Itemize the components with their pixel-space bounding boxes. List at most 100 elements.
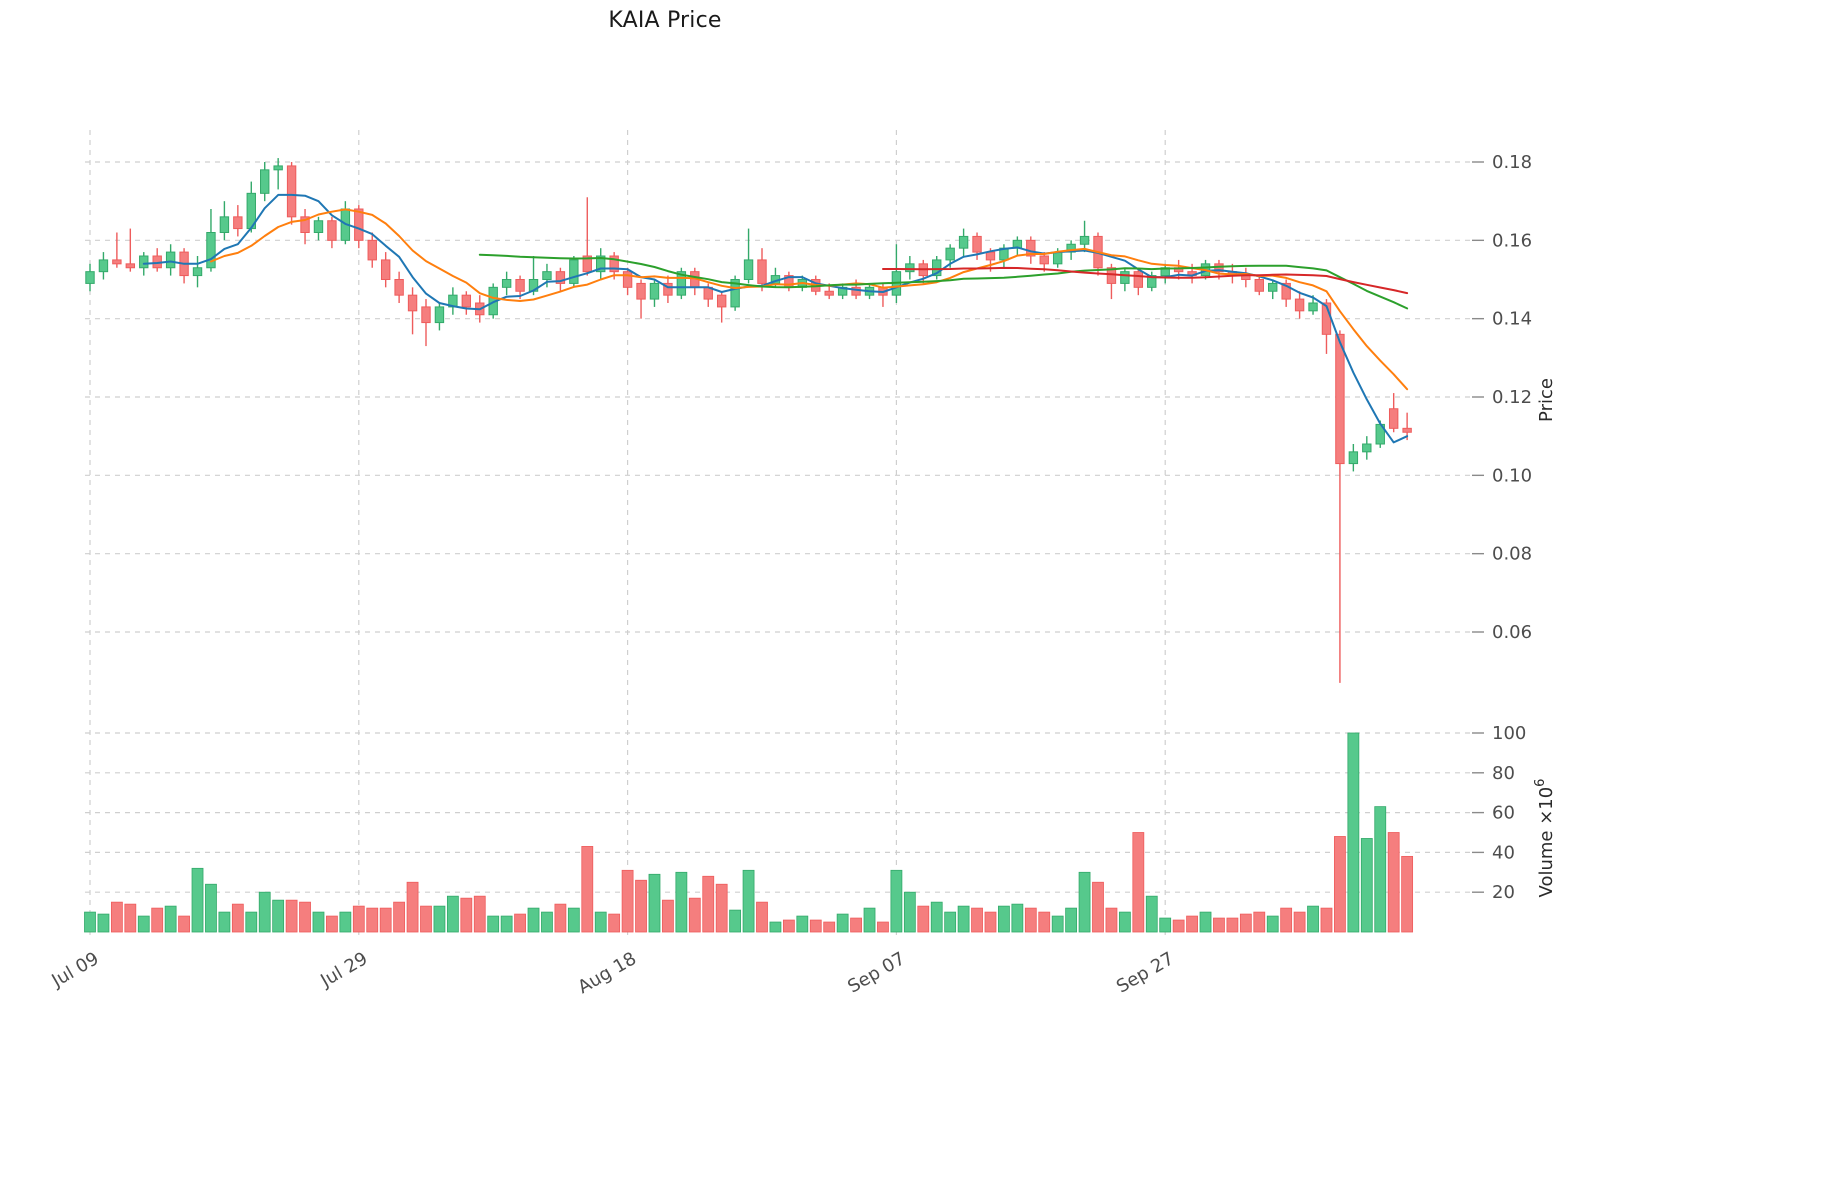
volume-axis-title: Volume ×106 xyxy=(1533,779,1557,898)
candle-body xyxy=(958,235,969,249)
volume-bar xyxy=(782,919,795,933)
volume-bar xyxy=(850,917,862,933)
price-tick-label: 0.06 xyxy=(1492,622,1532,643)
candle-body xyxy=(233,216,243,230)
candle-body xyxy=(1079,235,1090,245)
volume-bar xyxy=(688,897,701,933)
volume-bar xyxy=(84,911,96,933)
volume-bar xyxy=(823,921,836,933)
candle-body xyxy=(1052,251,1063,265)
volume-bar xyxy=(1186,915,1198,933)
volume-bar xyxy=(339,911,352,933)
volume-bar xyxy=(1011,903,1024,933)
candle-body xyxy=(354,208,364,241)
volume-bar xyxy=(944,911,957,933)
candle-body xyxy=(1388,408,1399,429)
volume-bar xyxy=(205,883,217,933)
volume-tick-label: 40 xyxy=(1492,842,1515,863)
volume-bar xyxy=(406,881,419,933)
volume-bar xyxy=(1387,832,1400,933)
volume-bar xyxy=(500,915,513,933)
volume-bar xyxy=(379,907,392,933)
candle-body xyxy=(367,239,377,261)
volume-bar xyxy=(460,897,473,933)
volume-bar xyxy=(312,911,325,933)
candle-body xyxy=(945,247,955,261)
volume-bar xyxy=(742,869,755,933)
candle-body xyxy=(125,263,136,269)
date-tick-label: Sep 27 xyxy=(1113,948,1178,997)
date-tick-label: Jul 29 xyxy=(316,948,371,992)
candle-body xyxy=(1348,451,1359,465)
volume-tick-label: 100 xyxy=(1492,723,1526,744)
candle-body xyxy=(1039,255,1049,265)
volume-bar xyxy=(675,871,688,933)
candle-body xyxy=(932,259,942,277)
volume-bar xyxy=(446,895,459,933)
volume-bar xyxy=(366,907,379,933)
volume-bar xyxy=(272,899,285,933)
volume-bar xyxy=(164,905,177,933)
volume-bar xyxy=(567,907,580,933)
volume-bar xyxy=(554,903,567,933)
volume-bar xyxy=(1347,732,1360,933)
candle-body xyxy=(192,267,203,277)
volume-bar xyxy=(702,875,715,933)
candle-body xyxy=(1026,239,1036,257)
volume-bar xyxy=(1239,913,1252,933)
volume-bar xyxy=(1307,905,1319,933)
date-tick-label: Jul 09 xyxy=(48,948,103,992)
volume-bar xyxy=(1293,911,1306,933)
volume-bar xyxy=(971,907,983,933)
volume-bar xyxy=(1078,871,1091,933)
candle-body xyxy=(609,255,619,273)
volume-bars xyxy=(84,732,1414,933)
candle-body xyxy=(286,165,297,218)
volume-bar xyxy=(258,891,271,933)
volume-bar xyxy=(1199,911,1212,933)
candle-body xyxy=(649,282,660,300)
volume-bar xyxy=(137,915,150,933)
candle-body xyxy=(636,282,646,300)
volume-bar xyxy=(1360,838,1373,933)
candle-body xyxy=(716,294,727,308)
volume-bar xyxy=(1374,806,1387,933)
candle-body xyxy=(757,259,767,284)
volume-bar xyxy=(1253,911,1266,933)
volume-bar xyxy=(1051,915,1064,933)
candle-body xyxy=(206,232,216,269)
volume-bar xyxy=(473,895,486,933)
candle-body xyxy=(1402,427,1412,433)
volume-bar xyxy=(796,915,809,933)
candle-body xyxy=(824,290,834,296)
candle-body xyxy=(851,286,861,296)
volume-bar xyxy=(1145,895,1158,933)
volume-bar xyxy=(1320,907,1333,933)
volume-bar xyxy=(608,913,621,933)
candle-body xyxy=(98,259,109,273)
candle-body xyxy=(555,271,566,284)
volume-bar xyxy=(1159,917,1172,933)
candle-body xyxy=(676,271,687,296)
price-tick-label: 0.10 xyxy=(1492,465,1532,486)
candle-body xyxy=(985,251,996,261)
candle-body xyxy=(1147,275,1157,288)
price-tick-label: 0.14 xyxy=(1492,309,1532,330)
ma-line-30 xyxy=(478,253,1409,310)
candle-body xyxy=(1268,282,1278,292)
date-tick-label: Sep 07 xyxy=(844,948,909,997)
volume-bar xyxy=(715,883,728,933)
volume-bar xyxy=(1092,881,1104,933)
volume-bar xyxy=(957,905,970,933)
candle-body xyxy=(421,306,431,324)
price-tick-label: 0.18 xyxy=(1492,152,1532,173)
candle-body xyxy=(112,259,122,265)
candle-body xyxy=(273,165,283,171)
volume-bar xyxy=(662,899,674,933)
price-tick-label: 0.08 xyxy=(1492,544,1532,565)
volume-bar xyxy=(218,911,231,933)
volume-bar xyxy=(877,921,889,933)
volume-bar xyxy=(635,879,647,933)
candle-body xyxy=(313,220,324,233)
